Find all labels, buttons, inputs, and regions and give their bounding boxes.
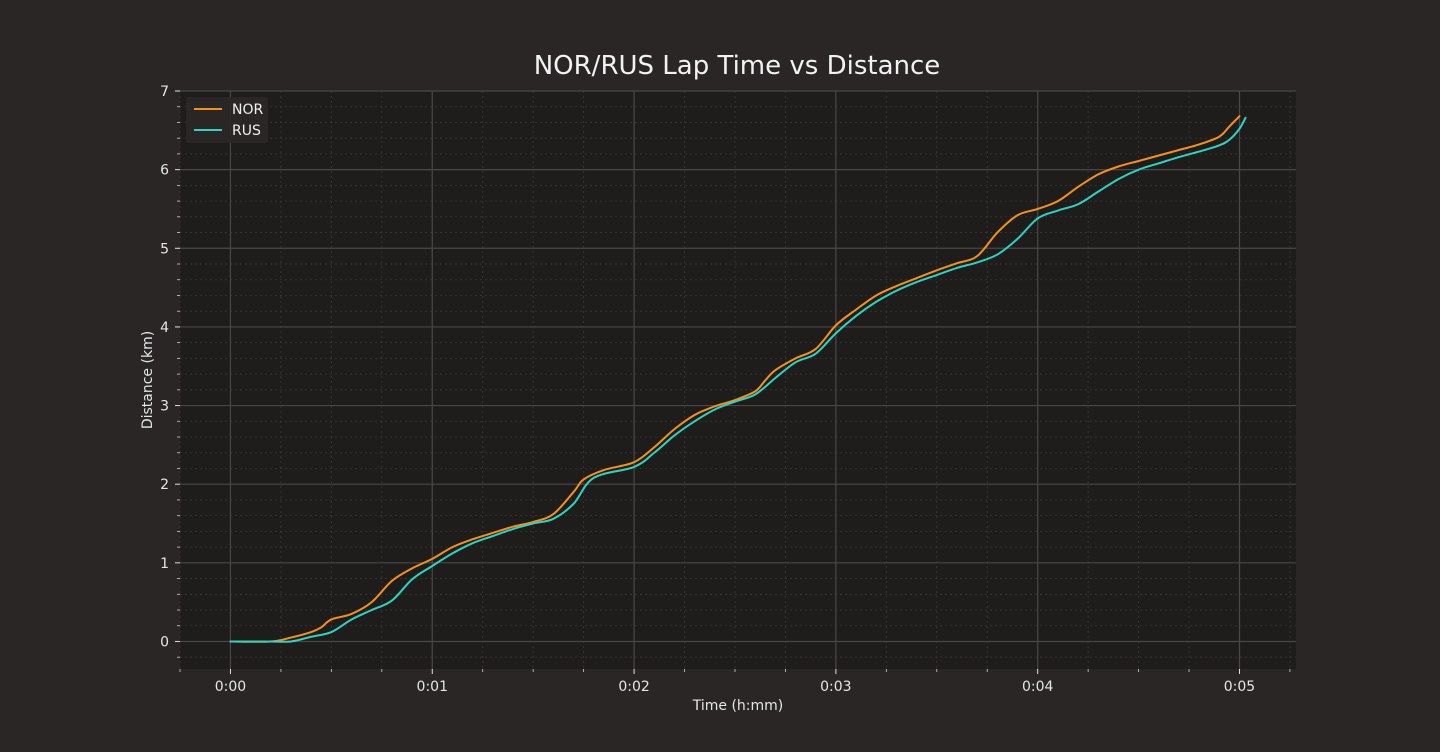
y-tick-label: 0 <box>160 634 169 650</box>
x-tick-label: 0:00 <box>215 679 246 695</box>
x-tick-label: 0:03 <box>820 679 851 695</box>
x-tick-label: 0:01 <box>417 679 448 695</box>
plot-area <box>180 91 1296 669</box>
x-tick-label: 0:05 <box>1224 679 1255 695</box>
legend: NOR RUS <box>186 97 268 143</box>
y-axis-label: Distance (km) <box>140 331 156 429</box>
series-layer <box>229 115 1247 643</box>
x-axis-label: Time (h:mm) <box>692 698 784 714</box>
y-tick-label: 4 <box>160 320 169 336</box>
y-tick-label: 1 <box>160 556 169 572</box>
series-line-nor <box>229 115 1241 643</box>
x-tick-label: 0:04 <box>1022 679 1054 695</box>
major-grid <box>180 90 1296 669</box>
chart-title: NOR/RUS Lap Time vs Distance <box>534 51 941 81</box>
x-tick-label: 0:02 <box>618 679 649 695</box>
y-tick-label: 3 <box>160 399 169 415</box>
legend-label-nor: NOR <box>232 102 263 118</box>
tick-layer: 0:00 0:01 0:02 0:03 0:04 0:05 0 1 2 3 4 5 6 7 <box>160 84 1291 695</box>
minor-grid <box>179 91 1296 669</box>
y-tick-label: 2 <box>160 477 169 493</box>
series-line-rus <box>229 116 1247 643</box>
y-tick-label: 6 <box>160 163 169 179</box>
legend-label-rus: RUS <box>232 123 261 139</box>
y-tick-label: 7 <box>160 84 169 100</box>
y-tick-label: 5 <box>160 241 169 257</box>
